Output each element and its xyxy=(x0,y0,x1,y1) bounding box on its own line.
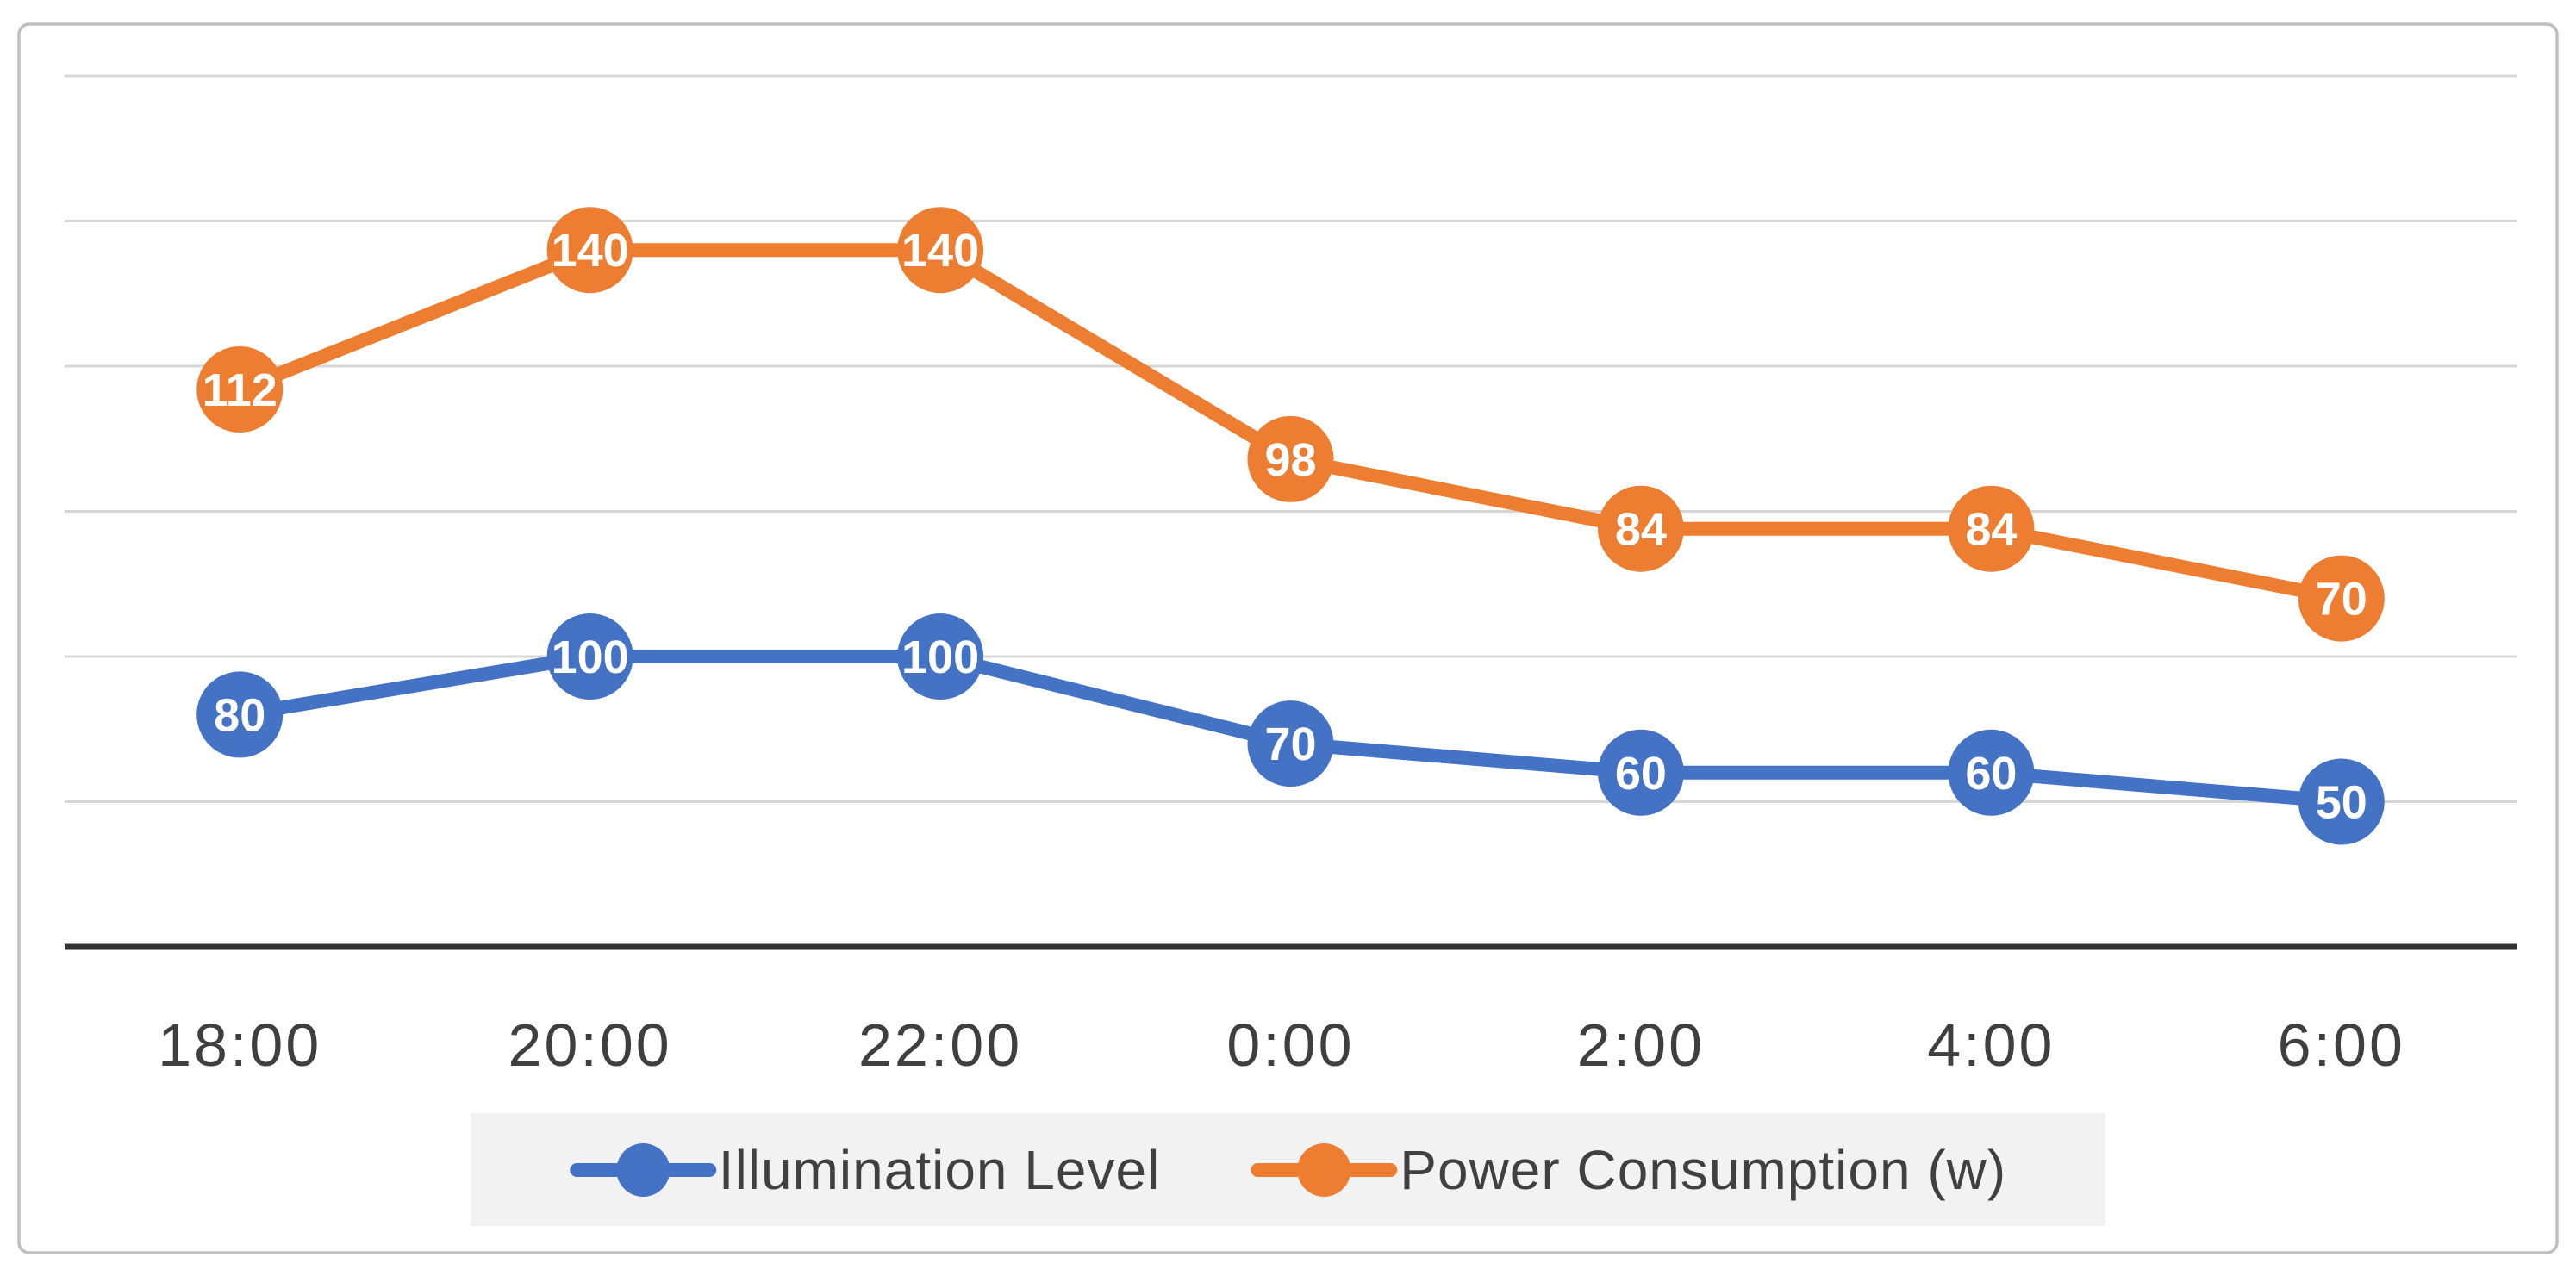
data-point-label: 60 xyxy=(1965,748,2017,800)
data-point-marker xyxy=(1597,729,1684,816)
data-point-marker xyxy=(196,345,284,433)
data-point-marker xyxy=(897,613,984,700)
data-point-label: 80 xyxy=(214,689,265,741)
legend-line-dot-marker-orange xyxy=(1251,1142,1398,1197)
data-point-label: 70 xyxy=(2316,574,2367,626)
x-axis-label: 6:00 xyxy=(2278,1011,2405,1079)
data-point-label: 100 xyxy=(901,632,979,683)
data-point-marker xyxy=(897,207,984,294)
data-point-label: 98 xyxy=(1264,434,1316,486)
x-axis-label: 4:00 xyxy=(1927,1011,2055,1079)
data-point-marker xyxy=(546,207,633,294)
data-point-marker xyxy=(1597,485,1684,572)
chart-border xyxy=(17,22,2559,1254)
x-axis-label: 22:00 xyxy=(858,1011,1022,1079)
legend-dot-icon xyxy=(615,1142,670,1197)
data-point-marker xyxy=(1247,700,1334,787)
data-point-label: 112 xyxy=(203,364,278,416)
legend-dot-icon xyxy=(1297,1142,1351,1197)
data-point-label: 84 xyxy=(1965,504,2017,556)
data-point-marker xyxy=(196,671,284,758)
legend-label-power-consumption: Power Consumption (w) xyxy=(1400,1138,2007,1201)
legend-label-illumination-level: Illumination Level xyxy=(718,1138,1161,1201)
x-axis-label: 2:00 xyxy=(1577,1011,1705,1079)
data-point-marker xyxy=(546,613,633,700)
chart-legend: Illumination Level Power Consumption (w) xyxy=(470,1113,2106,1226)
x-axis-label: 0:00 xyxy=(1226,1011,1354,1079)
data-point-label: 100 xyxy=(552,632,629,683)
data-point-label: 50 xyxy=(2316,777,2367,829)
data-point-label: 84 xyxy=(1615,504,1667,556)
legend-item-power-consumption: Power Consumption (w) xyxy=(1251,1138,2006,1202)
data-point-label: 70 xyxy=(1264,719,1316,770)
data-point-marker xyxy=(1948,729,2035,816)
data-point-marker xyxy=(1247,415,1334,502)
x-axis-label: 18:00 xyxy=(158,1011,321,1079)
data-point-marker xyxy=(2298,555,2385,642)
data-point-label: 140 xyxy=(901,225,979,277)
x-axis-label: 20:00 xyxy=(508,1011,672,1079)
data-point-marker xyxy=(2298,758,2385,845)
data-point-label: 140 xyxy=(552,225,629,277)
legend-item-illumination-level: Illumination Level xyxy=(569,1138,1161,1202)
legend-line-dot-marker-blue xyxy=(569,1142,716,1197)
data-point-label: 60 xyxy=(1615,748,1667,800)
data-point-marker xyxy=(1948,485,2035,572)
